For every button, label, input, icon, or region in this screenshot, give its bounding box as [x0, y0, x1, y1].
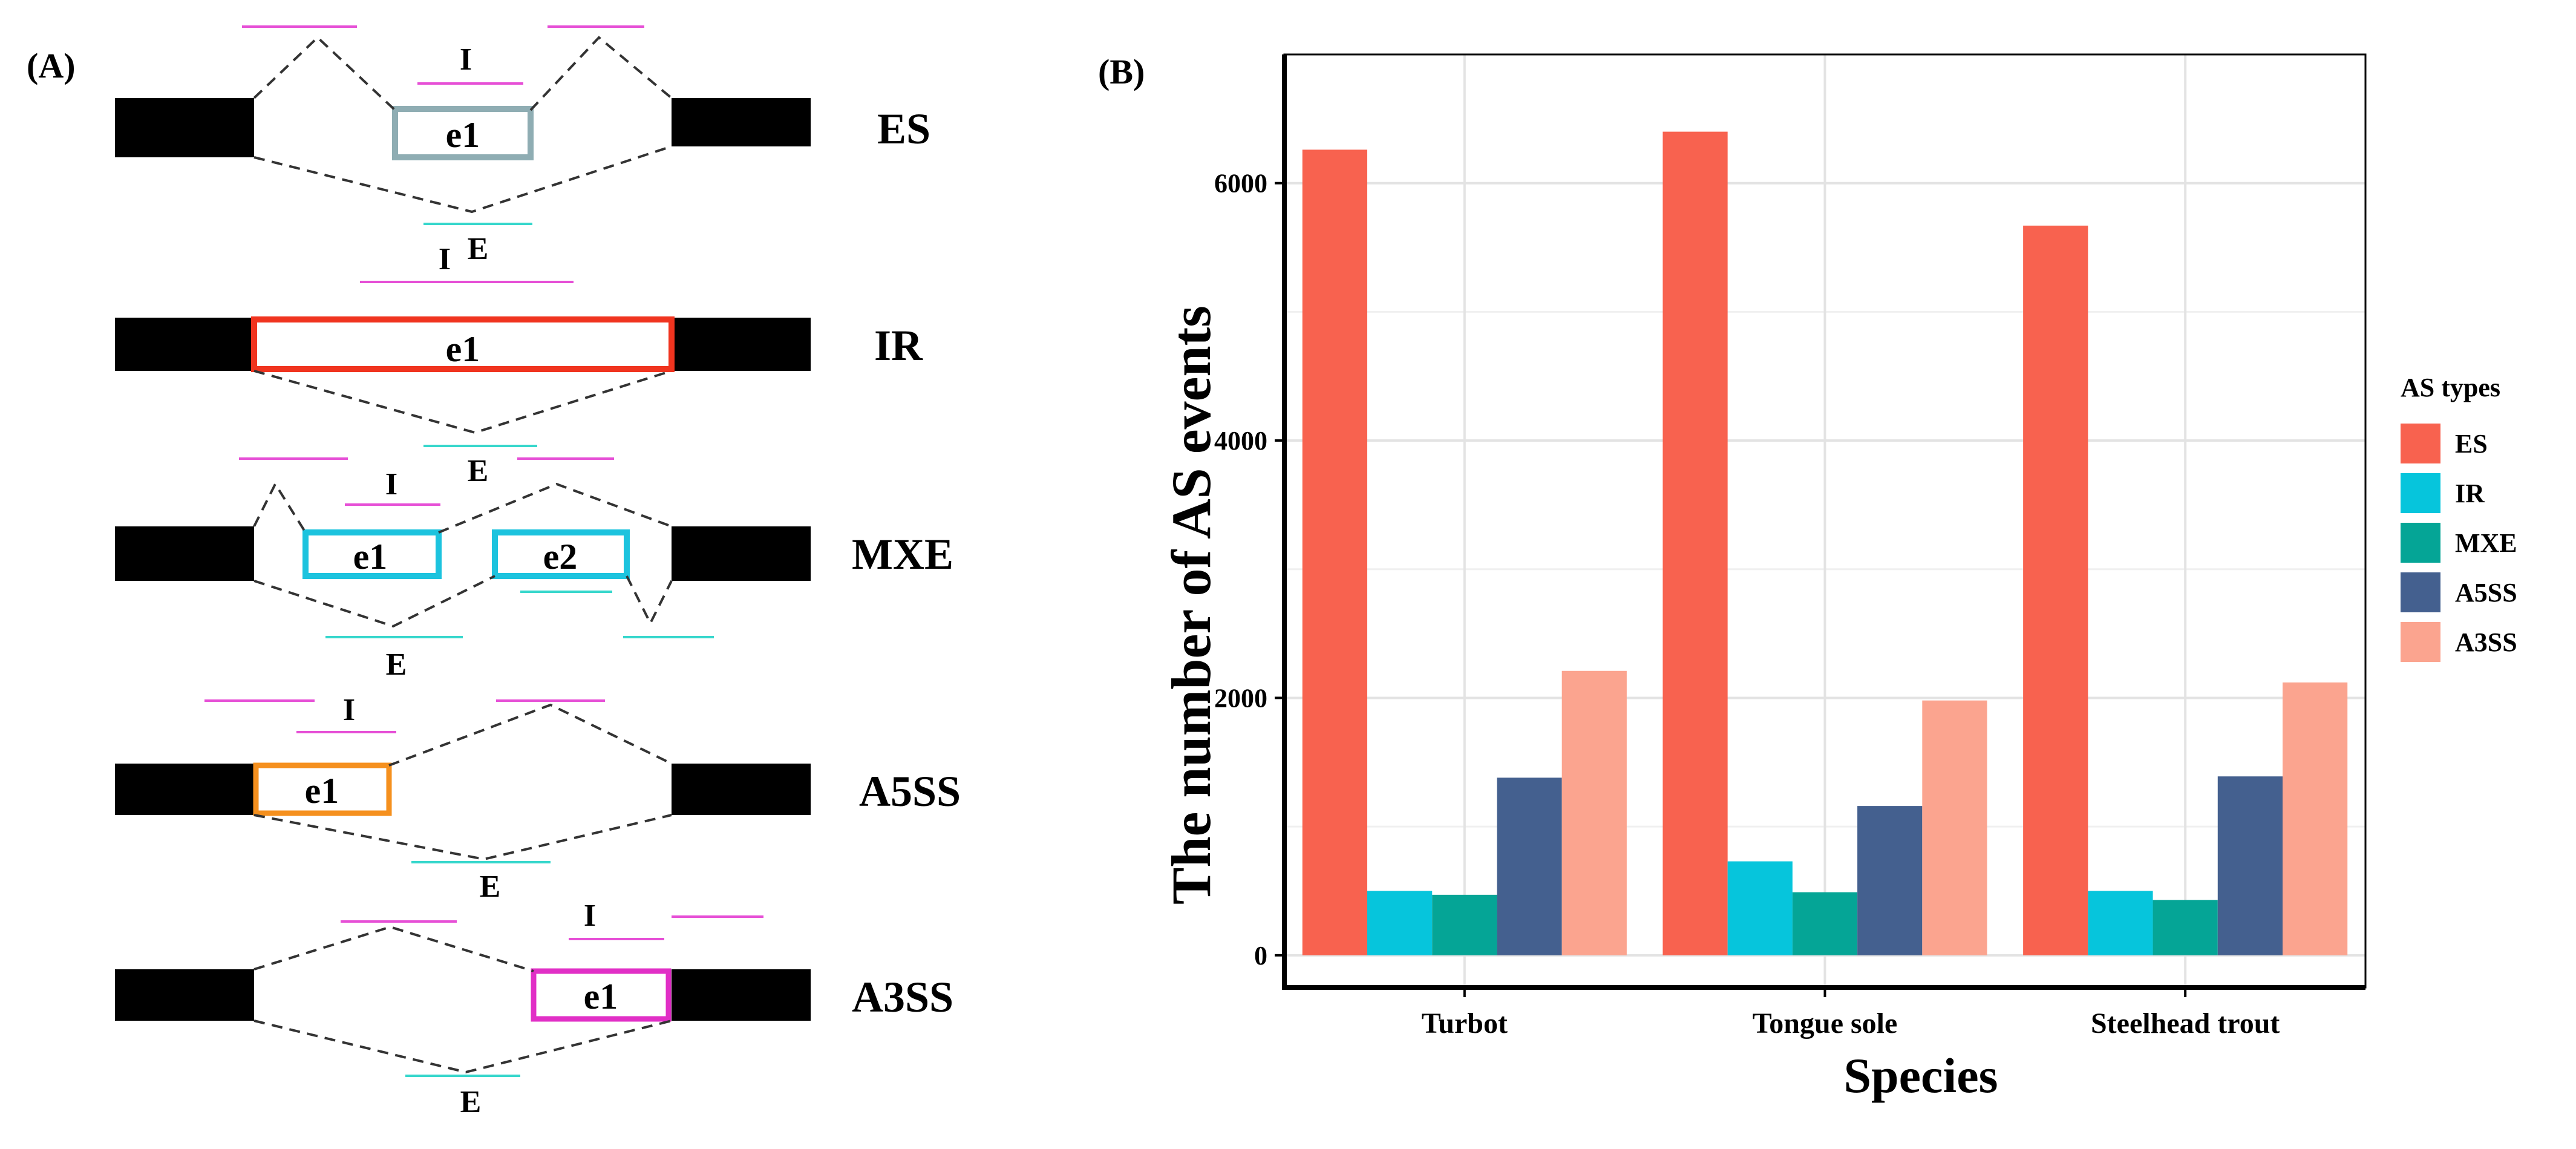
read-lines: [204, 699, 605, 863]
legend-label-ir: IR: [2455, 479, 2485, 508]
exon-label: e1: [353, 537, 388, 577]
event-label: ES: [877, 105, 930, 153]
exclusion-mark: E: [480, 869, 501, 904]
chart-legend: AS types ES IR MXE A5SS A3SS: [2401, 373, 2517, 662]
exclusion-mark: E: [468, 232, 489, 266]
splice-junctions: [253, 925, 672, 1074]
legend-label-es: ES: [2455, 429, 2488, 459]
event-label: MXE: [852, 530, 953, 578]
legend-swatch-a3ss: [2401, 622, 2440, 662]
splice-junction: [253, 370, 672, 434]
inclusion-mark: I: [385, 467, 397, 502]
exon-label: e1: [446, 115, 480, 155]
bar-es-turbot: [1302, 149, 1368, 955]
panel-b-label: (B): [1098, 52, 1145, 91]
bar-a3ss-turbot: [1561, 670, 1627, 955]
downstream-exon: [672, 526, 811, 581]
exclusion-mark: E: [468, 454, 489, 488]
x-axis-title: Species: [1843, 1048, 1998, 1103]
upstream-exon: [115, 969, 254, 1021]
splice-junctions: [253, 481, 673, 628]
event-a5ss: I e1 E A5SS: [115, 693, 961, 904]
event-mxe: I e1 e2 E MXE: [115, 457, 953, 682]
upstream-exon: [115, 98, 254, 157]
panel-a-label: (A): [27, 46, 76, 85]
bar-es-tongue-sole: [1662, 131, 1728, 955]
y-tick-label: 6000: [1214, 169, 1267, 198]
exon-label: e1: [446, 329, 480, 369]
mutually-exclusive-exon-2: [492, 529, 630, 579]
bar-a5ss-tongue-sole: [1857, 806, 1923, 955]
x-tick-label: Steelhead trout: [2091, 1007, 2280, 1039]
inclusion-mark: I: [584, 899, 596, 933]
legend-swatch-a5ss: [2401, 572, 2440, 612]
event-ir: I e1 E IR: [115, 242, 923, 488]
chart-ticks: 0 2000 4000 6000 Turbot Tongue sole Steelhead …: [1214, 169, 2280, 1039]
skipped-exon: [392, 106, 534, 160]
read-lines: [341, 915, 763, 1077]
event-label: A3SS: [852, 973, 953, 1021]
y-axis-title: The number of AS events: [1160, 306, 1222, 905]
read-lines: [242, 25, 644, 225]
legend-swatch-es: [2401, 424, 2440, 463]
inclusion-mark: I: [460, 42, 472, 77]
alternative-5-extension: [253, 762, 392, 816]
bar-es-steelhead-trout: [2023, 225, 2088, 955]
chart-bars: [1302, 131, 2348, 955]
bar-mxe-tongue-sole: [1792, 892, 1858, 955]
bar-a5ss-turbot: [1497, 777, 1562, 955]
bar-ir-turbot: [1367, 891, 1433, 955]
event-a3ss: I e1 E A3SS: [115, 899, 953, 1119]
legend-label-a5ss: A5SS: [2455, 578, 2517, 607]
exon-label: e2: [543, 537, 578, 577]
splice-junctions: [253, 36, 673, 214]
bar-ir-steelhead-trout: [2088, 891, 2153, 955]
exclusion-mark: E: [386, 647, 407, 682]
upstream-exon: [115, 526, 254, 581]
legend-title: AS types: [2401, 373, 2500, 402]
downstream-exon: [672, 98, 811, 146]
inclusion-mark: I: [343, 693, 355, 727]
retained-intron: [251, 316, 675, 372]
y-tick-label: 4000: [1214, 426, 1267, 456]
legend-swatch-mxe: [2401, 523, 2440, 563]
event-label: A5SS: [859, 767, 961, 816]
bar-a5ss-steelhead-trout: [2217, 776, 2283, 955]
chart-grid: [1284, 53, 2365, 987]
exclusion-mark: E: [460, 1085, 482, 1119]
legend-label-mxe: MXE: [2455, 528, 2517, 558]
y-tick-label: 2000: [1214, 683, 1267, 713]
downstream-exon: [672, 764, 811, 815]
downstream-exon: [672, 969, 811, 1021]
bar-ir-tongue-sole: [1727, 861, 1793, 955]
x-tick-label: Turbot: [1422, 1007, 1508, 1039]
panel-a-diagram: (A) e1 I E ES I: [27, 25, 961, 1119]
downstream-exon: [672, 318, 811, 371]
bar-a3ss-tongue-sole: [1922, 700, 1987, 955]
exon-label: e1: [305, 771, 339, 811]
inclusion-mark: I: [439, 242, 451, 277]
bar-mxe-steelhead-trout: [2153, 900, 2218, 955]
panel-b-chart: (B) 0 2000 4000 6000 Turbot Tongue sole Steelh…: [1098, 52, 2517, 1103]
mutually-exclusive-exon-1: [302, 529, 442, 579]
x-tick-label: Tongue sole: [1753, 1007, 1898, 1039]
y-tick-label: 0: [1254, 941, 1267, 971]
event-label: IR: [874, 321, 923, 370]
legend-label-a3ss: A3SS: [2455, 627, 2517, 657]
bar-a3ss-steelhead-trout: [2282, 682, 2348, 955]
event-es: e1 I E ES: [115, 25, 930, 266]
legend-swatch-ir: [2401, 473, 2440, 513]
splice-junctions: [253, 703, 672, 861]
read-lines: [239, 457, 714, 638]
upstream-exon: [115, 318, 254, 371]
bar-mxe-turbot: [1432, 894, 1497, 955]
exon-label: e1: [584, 977, 618, 1016]
alternative-3-extension: [531, 968, 672, 1022]
upstream-exon: [115, 764, 254, 815]
